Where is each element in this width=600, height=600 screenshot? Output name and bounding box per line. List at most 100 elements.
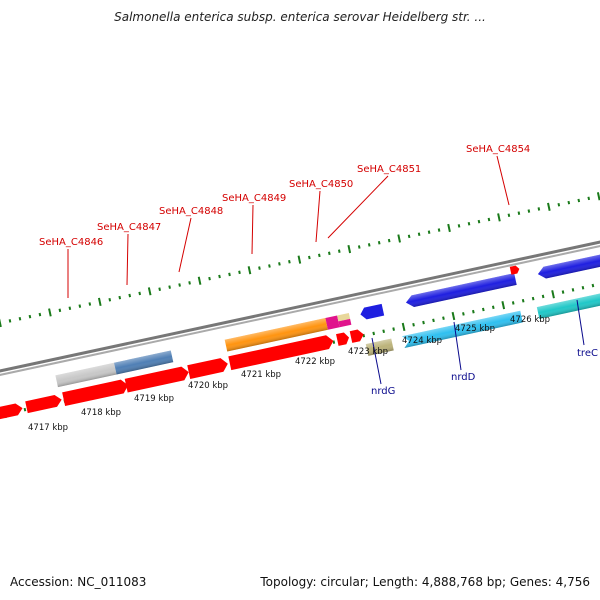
gene-label[interactable]: treC bbox=[577, 348, 598, 359]
kbp-label: 4724 kbp bbox=[402, 336, 442, 346]
kbp-label: 4726 kbp bbox=[510, 315, 550, 325]
feature-sehac4849-orange[interactable] bbox=[224, 318, 328, 352]
gene-label[interactable]: SeHA_C4847 bbox=[97, 222, 161, 233]
kbp-label: 4718 kbp bbox=[81, 408, 121, 418]
gene-label[interactable]: nrdD bbox=[451, 372, 476, 383]
tick-mark bbox=[218, 274, 221, 279]
tick-mark bbox=[462, 312, 465, 316]
gene-label[interactable]: SeHA_C4848 bbox=[159, 206, 223, 217]
tick-mark bbox=[392, 327, 395, 331]
kbp-label: 4720 kbp bbox=[188, 381, 228, 391]
feature-sehac4850-magenta[interactable] bbox=[325, 315, 340, 330]
tick-mark bbox=[108, 297, 112, 302]
gene-label[interactable]: SeHA_C4850 bbox=[289, 179, 353, 190]
tick-mark bbox=[58, 308, 62, 313]
feature-nrdg-blue[interactable] bbox=[359, 303, 385, 321]
leader-line bbox=[576, 299, 585, 346]
feature-sehac4847-steelblue[interactable] bbox=[114, 350, 174, 375]
gene-label[interactable]: SeHA_C4846 bbox=[39, 237, 103, 248]
tick-mark bbox=[447, 223, 451, 233]
bottom-gene-labels: nrdG nrdD treC bbox=[371, 299, 598, 397]
tick-mark bbox=[577, 198, 581, 203]
gene-label[interactable]: SeHA_C4849 bbox=[222, 193, 286, 204]
tick-mark bbox=[147, 287, 152, 296]
leader-line bbox=[126, 233, 129, 286]
leader-line bbox=[496, 155, 510, 206]
feature-sehac4854-red[interactable] bbox=[509, 265, 520, 275]
tick-mark bbox=[367, 243, 371, 247]
tick-mark bbox=[521, 299, 525, 303]
tick-mark bbox=[596, 192, 600, 201]
tick-mark bbox=[308, 255, 311, 260]
leader-line bbox=[371, 337, 382, 385]
genome-summary: Topology: circular; Length: 4,888,768 bp… bbox=[260, 575, 590, 589]
kbp-label: 4719 kbp bbox=[134, 394, 174, 404]
tick-mark bbox=[537, 207, 541, 211]
leader-line bbox=[178, 217, 192, 273]
tick-mark bbox=[451, 311, 456, 321]
tick-mark bbox=[327, 251, 331, 256]
tick-mark bbox=[467, 221, 471, 226]
feature-cyan[interactable] bbox=[536, 283, 600, 319]
tick-mark bbox=[138, 291, 142, 296]
tick-mark bbox=[288, 259, 291, 264]
tick-mark bbox=[581, 285, 585, 290]
map-title: Salmonella enterica subsp. enterica sero… bbox=[114, 10, 486, 24]
feature-trec-blue[interactable] bbox=[537, 246, 600, 280]
tick-mark bbox=[347, 244, 352, 254]
tick-mark bbox=[258, 266, 261, 270]
tick-mark bbox=[472, 309, 475, 314]
leader-line bbox=[251, 204, 254, 255]
tick-mark bbox=[511, 301, 515, 305]
accession-label: Accession: NC_011083 bbox=[10, 575, 147, 589]
tick-mark bbox=[268, 264, 271, 268]
tick-mark bbox=[591, 283, 595, 288]
tick-mark bbox=[531, 296, 535, 301]
gene-label[interactable]: SeHA_C4854 bbox=[466, 144, 530, 155]
gene-label[interactable]: SeHA_C4851 bbox=[357, 164, 421, 175]
backbone bbox=[0, 240, 600, 376]
tick-mark bbox=[407, 234, 411, 239]
tick-mark bbox=[397, 234, 401, 243]
tick-mark bbox=[442, 316, 445, 320]
tick-mark bbox=[318, 253, 321, 258]
gene-label[interactable]: nrdG bbox=[371, 386, 395, 397]
tick-mark bbox=[422, 320, 425, 325]
tick-mark bbox=[18, 317, 22, 321]
cds-row-red[interactable] bbox=[0, 324, 380, 422]
tick-mark bbox=[417, 232, 421, 237]
tick-mark bbox=[497, 213, 501, 222]
tick-mark bbox=[297, 255, 302, 264]
feature-sehac4846-gray[interactable] bbox=[55, 362, 117, 388]
tick-mark bbox=[487, 217, 491, 222]
tick-mark bbox=[247, 266, 252, 275]
kbp-label: 4723 kbp bbox=[348, 347, 388, 357]
upper-tick-ring bbox=[0, 192, 600, 328]
tick-mark bbox=[228, 272, 231, 277]
tick-mark bbox=[23, 407, 27, 412]
tick-mark bbox=[567, 200, 571, 205]
feature-skyblue[interactable] bbox=[401, 310, 523, 348]
top-gene-labels: SeHA_C4846 SeHA_C4847 SeHA_C4848 SeHA_C4849… bbox=[39, 144, 530, 298]
tick-mark bbox=[491, 305, 495, 310]
tick-mark bbox=[481, 307, 485, 312]
feature-sehac4851-tan[interactable] bbox=[337, 312, 352, 328]
tick-mark bbox=[377, 240, 381, 245]
tick-mark bbox=[28, 314, 32, 319]
tick-mark bbox=[427, 230, 431, 234]
kbp-label: 4717 kbp bbox=[28, 423, 68, 433]
tick-mark bbox=[382, 329, 385, 334]
leader-line bbox=[453, 321, 462, 371]
tick-mark bbox=[88, 302, 92, 306]
tick-mark bbox=[208, 276, 211, 281]
tick-mark bbox=[357, 245, 361, 249]
feature-nrdd-blue[interactable] bbox=[405, 273, 517, 308]
tick-mark bbox=[507, 213, 511, 218]
tick-mark bbox=[0, 318, 2, 328]
tick-mark bbox=[178, 283, 181, 287]
tick-mark bbox=[332, 340, 336, 344]
tick-mark bbox=[387, 238, 391, 243]
tick-mark bbox=[547, 202, 551, 211]
tick-mark bbox=[587, 196, 591, 201]
